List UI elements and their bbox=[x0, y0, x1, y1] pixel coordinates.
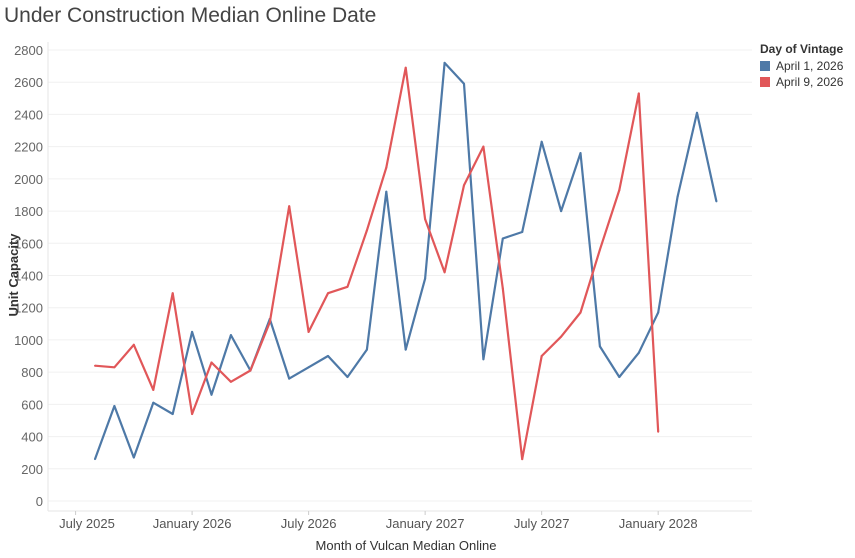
y-tick-label: 600 bbox=[21, 397, 43, 412]
data-point bbox=[94, 458, 96, 461]
data-point bbox=[579, 152, 582, 155]
data-point bbox=[365, 348, 368, 351]
data-point bbox=[598, 345, 601, 348]
data-point bbox=[346, 375, 349, 378]
data-point bbox=[598, 248, 601, 251]
data-point bbox=[113, 404, 116, 407]
data-point bbox=[482, 145, 485, 148]
y-tick-label: 200 bbox=[21, 462, 43, 477]
legend-label: April 1, 2026 bbox=[776, 59, 844, 73]
data-point bbox=[385, 190, 388, 193]
y-tick-label: 2400 bbox=[14, 107, 43, 122]
data-point bbox=[579, 311, 582, 314]
data-point bbox=[210, 361, 213, 364]
data-point bbox=[637, 92, 640, 95]
data-point bbox=[191, 330, 194, 333]
y-tick-label: 2800 bbox=[14, 43, 43, 58]
x-tick-label: January 2028 bbox=[619, 516, 698, 531]
y-tick-label: 1800 bbox=[14, 204, 43, 219]
data-point bbox=[346, 285, 349, 288]
data-point bbox=[462, 184, 465, 187]
y-tick-label: 0 bbox=[36, 494, 43, 509]
data-point bbox=[365, 229, 368, 232]
data-point bbox=[132, 456, 135, 459]
y-tick-label: 2200 bbox=[14, 140, 43, 155]
data-point bbox=[424, 218, 427, 221]
legend-title: Day of Vintage bbox=[760, 42, 844, 56]
x-axis-title: Month of Vulcan Median Online bbox=[316, 538, 497, 553]
series-line-2 bbox=[94, 66, 660, 461]
data-point bbox=[229, 334, 232, 337]
legend-label: April 9, 2026 bbox=[776, 75, 844, 89]
legend-swatch bbox=[760, 77, 770, 87]
data-point bbox=[540, 355, 543, 358]
y-tick-label: 1000 bbox=[14, 333, 43, 348]
data-point bbox=[288, 377, 291, 380]
x-tick-label: July 2025 bbox=[59, 516, 115, 531]
data-point bbox=[327, 292, 330, 295]
data-point bbox=[676, 195, 679, 198]
data-point bbox=[657, 311, 660, 314]
data-point bbox=[715, 200, 718, 203]
x-tick-label: January 2026 bbox=[153, 516, 232, 531]
data-point bbox=[152, 401, 155, 404]
data-point bbox=[521, 458, 524, 461]
data-point bbox=[171, 292, 174, 295]
data-point bbox=[288, 205, 291, 208]
data-point bbox=[424, 277, 427, 280]
data-point bbox=[696, 111, 699, 114]
data-point bbox=[501, 287, 504, 290]
data-point bbox=[618, 189, 621, 192]
y-tick-label: 1200 bbox=[14, 301, 43, 316]
chart-title: Under Construction Median Online Date bbox=[4, 4, 377, 27]
data-point bbox=[210, 393, 213, 396]
legend-item-april-9[interactable]: April 9, 2026 bbox=[760, 75, 843, 89]
data-point bbox=[637, 351, 640, 354]
data-point bbox=[404, 348, 407, 351]
series-line-1 bbox=[93, 61, 718, 460]
y-tick-label: 2600 bbox=[14, 75, 43, 90]
data-point bbox=[132, 343, 135, 346]
legend-swatch bbox=[760, 61, 770, 71]
data-point bbox=[249, 369, 252, 372]
data-point bbox=[385, 166, 388, 169]
data-point bbox=[501, 237, 504, 240]
y-tick-label: 800 bbox=[21, 365, 43, 380]
data-point bbox=[540, 140, 543, 143]
data-point bbox=[152, 388, 155, 391]
data-point bbox=[268, 321, 271, 324]
data-point bbox=[443, 61, 446, 64]
data-point bbox=[327, 355, 330, 358]
data-point bbox=[462, 82, 465, 85]
x-tick-label: July 2027 bbox=[514, 516, 570, 531]
data-point bbox=[113, 366, 116, 369]
data-point bbox=[443, 271, 446, 274]
legend: Day of Vintage April 1, 2026 April 9, 20… bbox=[760, 42, 843, 91]
x-tick-label: January 2027 bbox=[386, 516, 465, 531]
y-tick-label: 400 bbox=[21, 430, 43, 445]
y-tick-label: 1600 bbox=[14, 236, 43, 251]
data-point bbox=[560, 210, 563, 213]
data-point bbox=[404, 66, 407, 69]
data-point bbox=[618, 375, 621, 378]
data-point bbox=[657, 430, 660, 433]
data-point bbox=[191, 413, 194, 416]
y-tick-label: 1400 bbox=[14, 269, 43, 284]
data-point bbox=[521, 231, 524, 234]
data-point bbox=[482, 358, 485, 361]
y-axis-title: Unit Capacity bbox=[6, 233, 21, 317]
y-tick-label: 2000 bbox=[14, 172, 43, 187]
data-point bbox=[560, 335, 563, 338]
data-point bbox=[171, 413, 174, 416]
data-point bbox=[307, 330, 310, 333]
data-point bbox=[307, 366, 310, 369]
data-point bbox=[94, 364, 96, 367]
data-point bbox=[229, 380, 232, 383]
legend-item-april-1[interactable]: April 1, 2026 bbox=[760, 59, 843, 73]
x-tick-label: July 2026 bbox=[281, 516, 337, 531]
